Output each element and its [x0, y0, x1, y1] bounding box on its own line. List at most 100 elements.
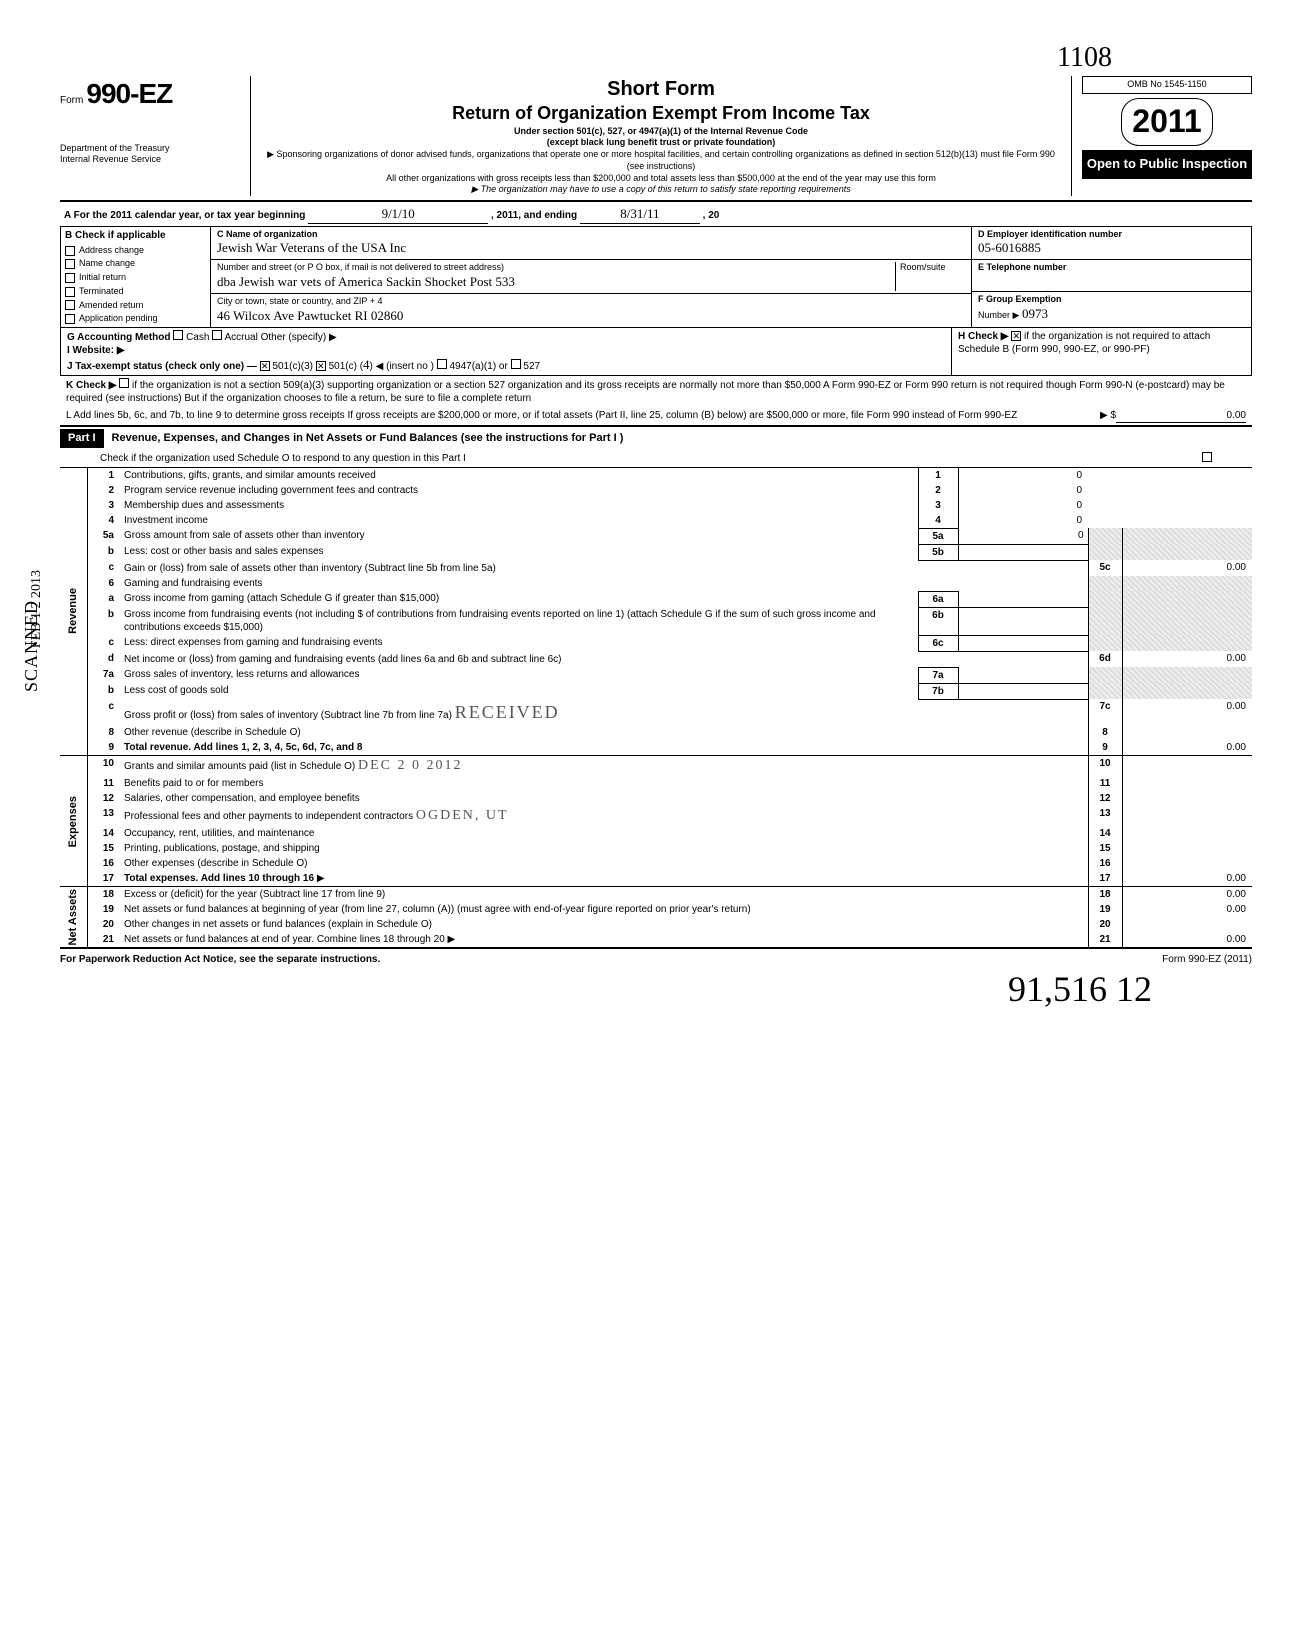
title-arrow2: All other organizations with gross recei… — [259, 173, 1063, 185]
title-box: Short Form Return of Organization Exempt… — [250, 76, 1072, 196]
handwritten-top: 1108 — [60, 40, 1252, 76]
l-arrow: ▶ $ — [1056, 409, 1116, 423]
year-end[interactable]: 8/31/11 — [580, 206, 700, 224]
l5b-mval[interactable] — [958, 544, 1088, 560]
chk-address[interactable] — [65, 246, 75, 256]
org-city[interactable]: 46 Wilcox Ave Pawtucket RI 02860 — [217, 308, 965, 325]
title-arrow3: ▶ The organization may have to use a cop… — [259, 184, 1063, 196]
footer-right: Form 990-EZ (2011) — [1162, 953, 1252, 966]
chk-4947[interactable] — [437, 359, 447, 369]
f-num[interactable]: 0973 — [1022, 306, 1048, 321]
l6c-mval[interactable] — [958, 635, 1088, 651]
ein[interactable]: 05-6016885 — [978, 240, 1245, 257]
l11-text: Benefits paid to or for members — [122, 776, 1088, 791]
l4-text: Investment income — [122, 513, 918, 529]
open-inspection: Open to Public Inspection — [1082, 150, 1252, 179]
chk-amended[interactable] — [65, 300, 75, 310]
d-label: D Employer identification number — [978, 229, 1245, 241]
l5b-text: Less: cost or other basis and sales expe… — [122, 544, 918, 560]
l21-val[interactable]: 0.00 — [1122, 932, 1252, 947]
dept-irs: Internal Revenue Service — [60, 154, 240, 166]
line-k: K Check ▶ if the organization is not a s… — [60, 376, 1252, 407]
l18-val[interactable]: 0.00 — [1122, 887, 1252, 902]
l16-val[interactable] — [1122, 856, 1252, 871]
l6a-mval[interactable] — [958, 591, 1088, 607]
scan-date: FEB 1 2 2013 — [28, 570, 46, 648]
j-4947: 4947(a)(1) or — [449, 361, 507, 372]
form-label: Form — [60, 95, 83, 106]
part1-label: Part I — [60, 429, 104, 447]
expenses-table: 10Grants and similar amounts paid (list … — [88, 756, 1252, 886]
i-label: I Website: ▶ — [67, 345, 125, 356]
lbl-amended: Amended return — [79, 300, 144, 312]
title-short: Short Form — [259, 76, 1063, 102]
chk-h[interactable] — [1011, 331, 1021, 341]
l17-text: Total expenses. Add lines 10 through 16 — [124, 873, 314, 884]
l18-text: Excess or (deficit) for the year (Subtra… — [122, 887, 1088, 902]
side-expenses: Expenses — [66, 796, 80, 847]
chk-pending[interactable] — [65, 314, 75, 324]
l10-val[interactable] — [1122, 756, 1252, 776]
revenue-table: 1Contributions, gifts, grants, and simil… — [88, 468, 1252, 755]
chk-name[interactable] — [65, 259, 75, 269]
l6d-val[interactable]: 0.00 — [1122, 651, 1252, 667]
l15-val[interactable] — [1122, 841, 1252, 856]
title-main: Return of Organization Exempt From Incom… — [259, 102, 1063, 125]
l7c-text: Gross profit or (loss) from sales of inv… — [124, 710, 452, 721]
l1-val[interactable]: 0 — [958, 468, 1088, 483]
l6b-text: Gross income from fundraising events (no… — [122, 607, 918, 635]
side-revenue: Revenue — [66, 588, 80, 634]
l15-text: Printing, publications, postage, and shi… — [122, 841, 1088, 856]
org-addr[interactable]: dba Jewish war vets of America Sackin Sh… — [217, 274, 895, 291]
col-c: C Name of organization Jewish War Vetera… — [211, 227, 971, 327]
j-527: 527 — [523, 361, 540, 372]
l-value[interactable]: 0.00 — [1116, 409, 1246, 423]
form-number: 990-EZ — [86, 78, 172, 109]
l7a-mval[interactable] — [958, 667, 1088, 683]
chk-527[interactable] — [511, 359, 521, 369]
l9-val[interactable]: 0.00 — [1122, 740, 1252, 755]
l19-val[interactable]: 0.00 — [1122, 902, 1252, 917]
l6-text: Gaming and fundraising events — [122, 576, 1088, 592]
chk-501c3[interactable] — [260, 361, 270, 371]
footer: For Paperwork Reduction Act Notice, see … — [60, 953, 1252, 966]
l14-val[interactable] — [1122, 826, 1252, 841]
l7b-mval[interactable] — [958, 683, 1088, 699]
lbl-terminated: Terminated — [79, 286, 124, 298]
l8-text: Other revenue (describe in Schedule O) — [122, 725, 1088, 740]
l6a-text: Gross income from gaming (attach Schedul… — [122, 591, 918, 607]
year-begin[interactable]: 9/1/10 — [308, 206, 488, 224]
chk-terminated[interactable] — [65, 287, 75, 297]
l13-val[interactable] — [1122, 806, 1252, 826]
chk-cash[interactable] — [173, 330, 183, 340]
l3-val[interactable]: 0 — [958, 498, 1088, 513]
l2-val[interactable]: 0 — [958, 483, 1088, 498]
l5c-val[interactable]: 0.00 — [1122, 560, 1252, 576]
l11-val[interactable] — [1122, 776, 1252, 791]
chk-part1-o[interactable] — [1202, 452, 1212, 462]
title-arrow1: ▶ Sponsoring organizations of donor advi… — [259, 149, 1063, 172]
dept-treasury: Department of the Treasury — [60, 143, 240, 155]
l5a-mval[interactable]: 0 — [958, 528, 1088, 544]
chk-501c[interactable] — [316, 361, 326, 371]
lbl-name: Name change — [79, 258, 135, 270]
col-b: B Check if applicable Address change Nam… — [61, 227, 211, 327]
l3-text: Membership dues and assessments — [122, 498, 918, 513]
l6b-mval[interactable] — [958, 607, 1088, 635]
org-name[interactable]: Jewish War Veterans of the USA Inc — [217, 240, 965, 257]
f-label: F Group Exemption — [978, 294, 1245, 306]
l13-text: Professional fees and other payments to … — [124, 811, 413, 822]
g-cash: Cash — [186, 332, 209, 343]
l8-val[interactable] — [1122, 725, 1252, 740]
l17-val[interactable]: 0.00 — [1122, 871, 1252, 886]
omb-number: OMB No 1545-1150 — [1082, 76, 1252, 94]
chk-initial[interactable] — [65, 273, 75, 283]
chk-accrual[interactable] — [212, 330, 222, 340]
chk-k[interactable] — [119, 378, 129, 388]
l4-val[interactable]: 0 — [958, 513, 1088, 529]
l20-val[interactable] — [1122, 917, 1252, 932]
l12-val[interactable] — [1122, 791, 1252, 806]
form-id-box: Form 990-EZ Department of the Treasury I… — [60, 76, 240, 166]
l7c-val[interactable]: 0.00 — [1122, 699, 1252, 725]
b-header: B Check if applicable — [61, 227, 210, 244]
